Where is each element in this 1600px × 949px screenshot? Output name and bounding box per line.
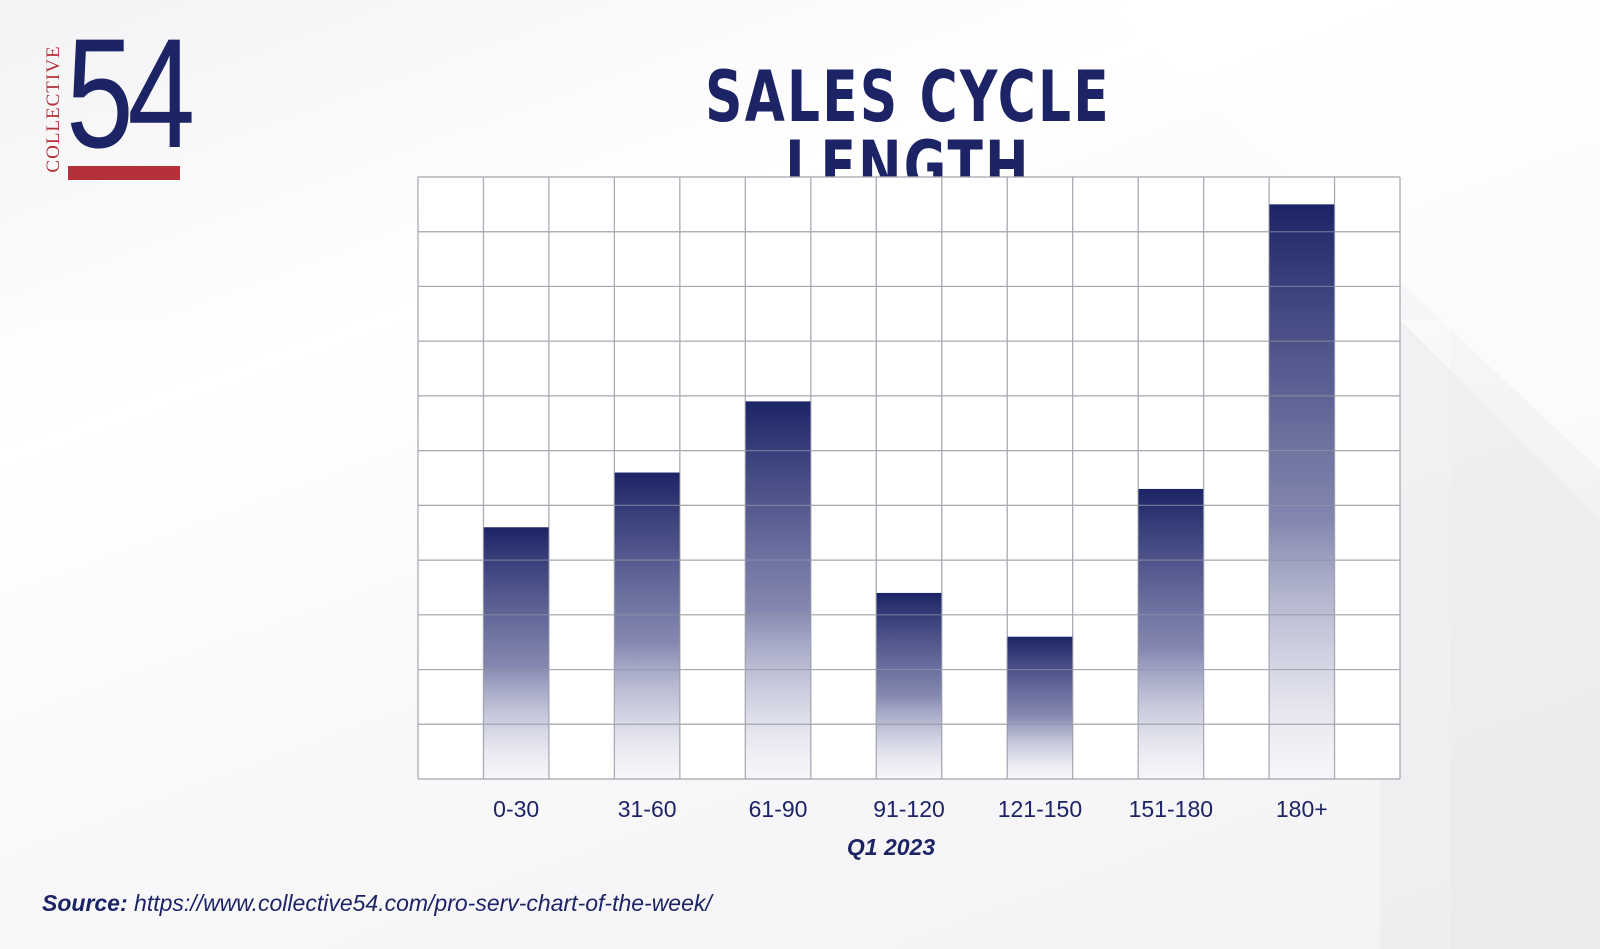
chart-bars	[483, 204, 1335, 779]
logo-red-bar	[68, 166, 180, 180]
x-tick-label: 121-150	[998, 796, 1082, 822]
x-tick-label: 61-90	[749, 796, 808, 822]
x-tick-label: 180+	[1276, 796, 1328, 822]
source-label: Source:	[42, 890, 128, 916]
bar-31-60	[614, 472, 680, 779]
bar-121-150	[1007, 636, 1073, 779]
collective54-logo: COLLECTIVE 54	[40, 16, 195, 184]
bar-91-120	[876, 592, 942, 779]
source-line: Source: https://www.collective54.com/pro…	[42, 890, 712, 917]
bar-151-180	[1138, 488, 1204, 779]
x-tick-label: 0-30	[493, 796, 539, 822]
x-tick-label: 91-120	[873, 796, 945, 822]
bar-180+	[1269, 204, 1335, 779]
logo-number: 54	[66, 7, 195, 181]
bar-0-30	[483, 527, 549, 779]
source-url[interactable]: https://www.collective54.com/pro-serv-ch…	[134, 890, 712, 916]
x-axis-label: Q1 2023	[847, 834, 935, 860]
x-tick-labels: 0-30 31-60 61-90 91-120 121-150 151-180 180+	[493, 796, 1328, 822]
chart-grid-overlay	[417, 176, 1401, 780]
bar-61-90	[745, 401, 811, 779]
x-tick-label: 31-60	[618, 796, 677, 822]
x-tick-label: 151-180	[1129, 796, 1213, 822]
